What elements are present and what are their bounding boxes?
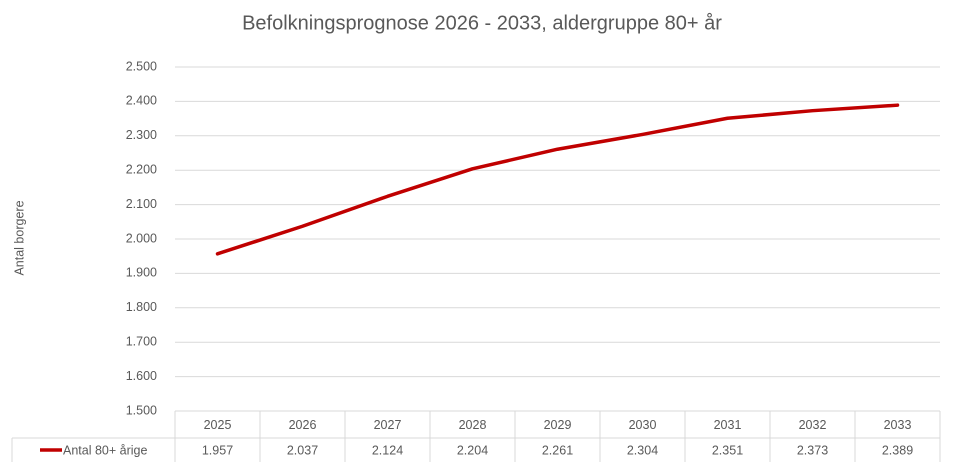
table-value: 2.304 [627, 443, 658, 457]
table-value: 2.351 [712, 443, 743, 457]
y-tick-label: 1.500 [126, 403, 157, 417]
legend-label: Antal 80+ årige [63, 443, 147, 457]
chart-title: Befolkningsprognose 2026 - 2033, aldergr… [242, 12, 722, 34]
table-value: 2.389 [882, 443, 913, 457]
table-value: 2.373 [797, 443, 828, 457]
y-tick-label: 2.400 [126, 94, 157, 108]
y-tick-label: 2.000 [126, 231, 157, 245]
x-tick-label: 2026 [289, 418, 317, 432]
x-tick-label: 2027 [374, 418, 402, 432]
y-tick-label: 2.200 [126, 162, 157, 176]
data-line [215, 103, 900, 256]
table-value: 2.204 [457, 443, 488, 457]
y-tick-label: 2.500 [126, 59, 157, 73]
y-tick-label: 1.800 [126, 300, 157, 314]
x-tick-label: 2025 [204, 418, 232, 432]
x-tick-label: 2033 [884, 418, 912, 432]
table-value: 1.957 [202, 443, 233, 457]
y-tick-label: 1.600 [126, 369, 157, 383]
y-tick-label: 1.700 [126, 334, 157, 348]
x-tick-label: 2030 [629, 418, 657, 432]
table-value: 2.261 [542, 443, 573, 457]
x-tick-label: 2031 [714, 418, 742, 432]
x-tick-label: 2029 [544, 418, 572, 432]
y-tick-label: 1.900 [126, 266, 157, 280]
x-tick-label: 2028 [459, 418, 487, 432]
y-axis-label: Antal borgere [12, 200, 26, 275]
y-tick-label: 2.100 [126, 197, 157, 211]
table-value: 2.037 [287, 443, 318, 457]
y-tick-label: 2.300 [126, 128, 157, 142]
x-tick-label: 2032 [799, 418, 827, 432]
table-value: 2.124 [372, 443, 403, 457]
